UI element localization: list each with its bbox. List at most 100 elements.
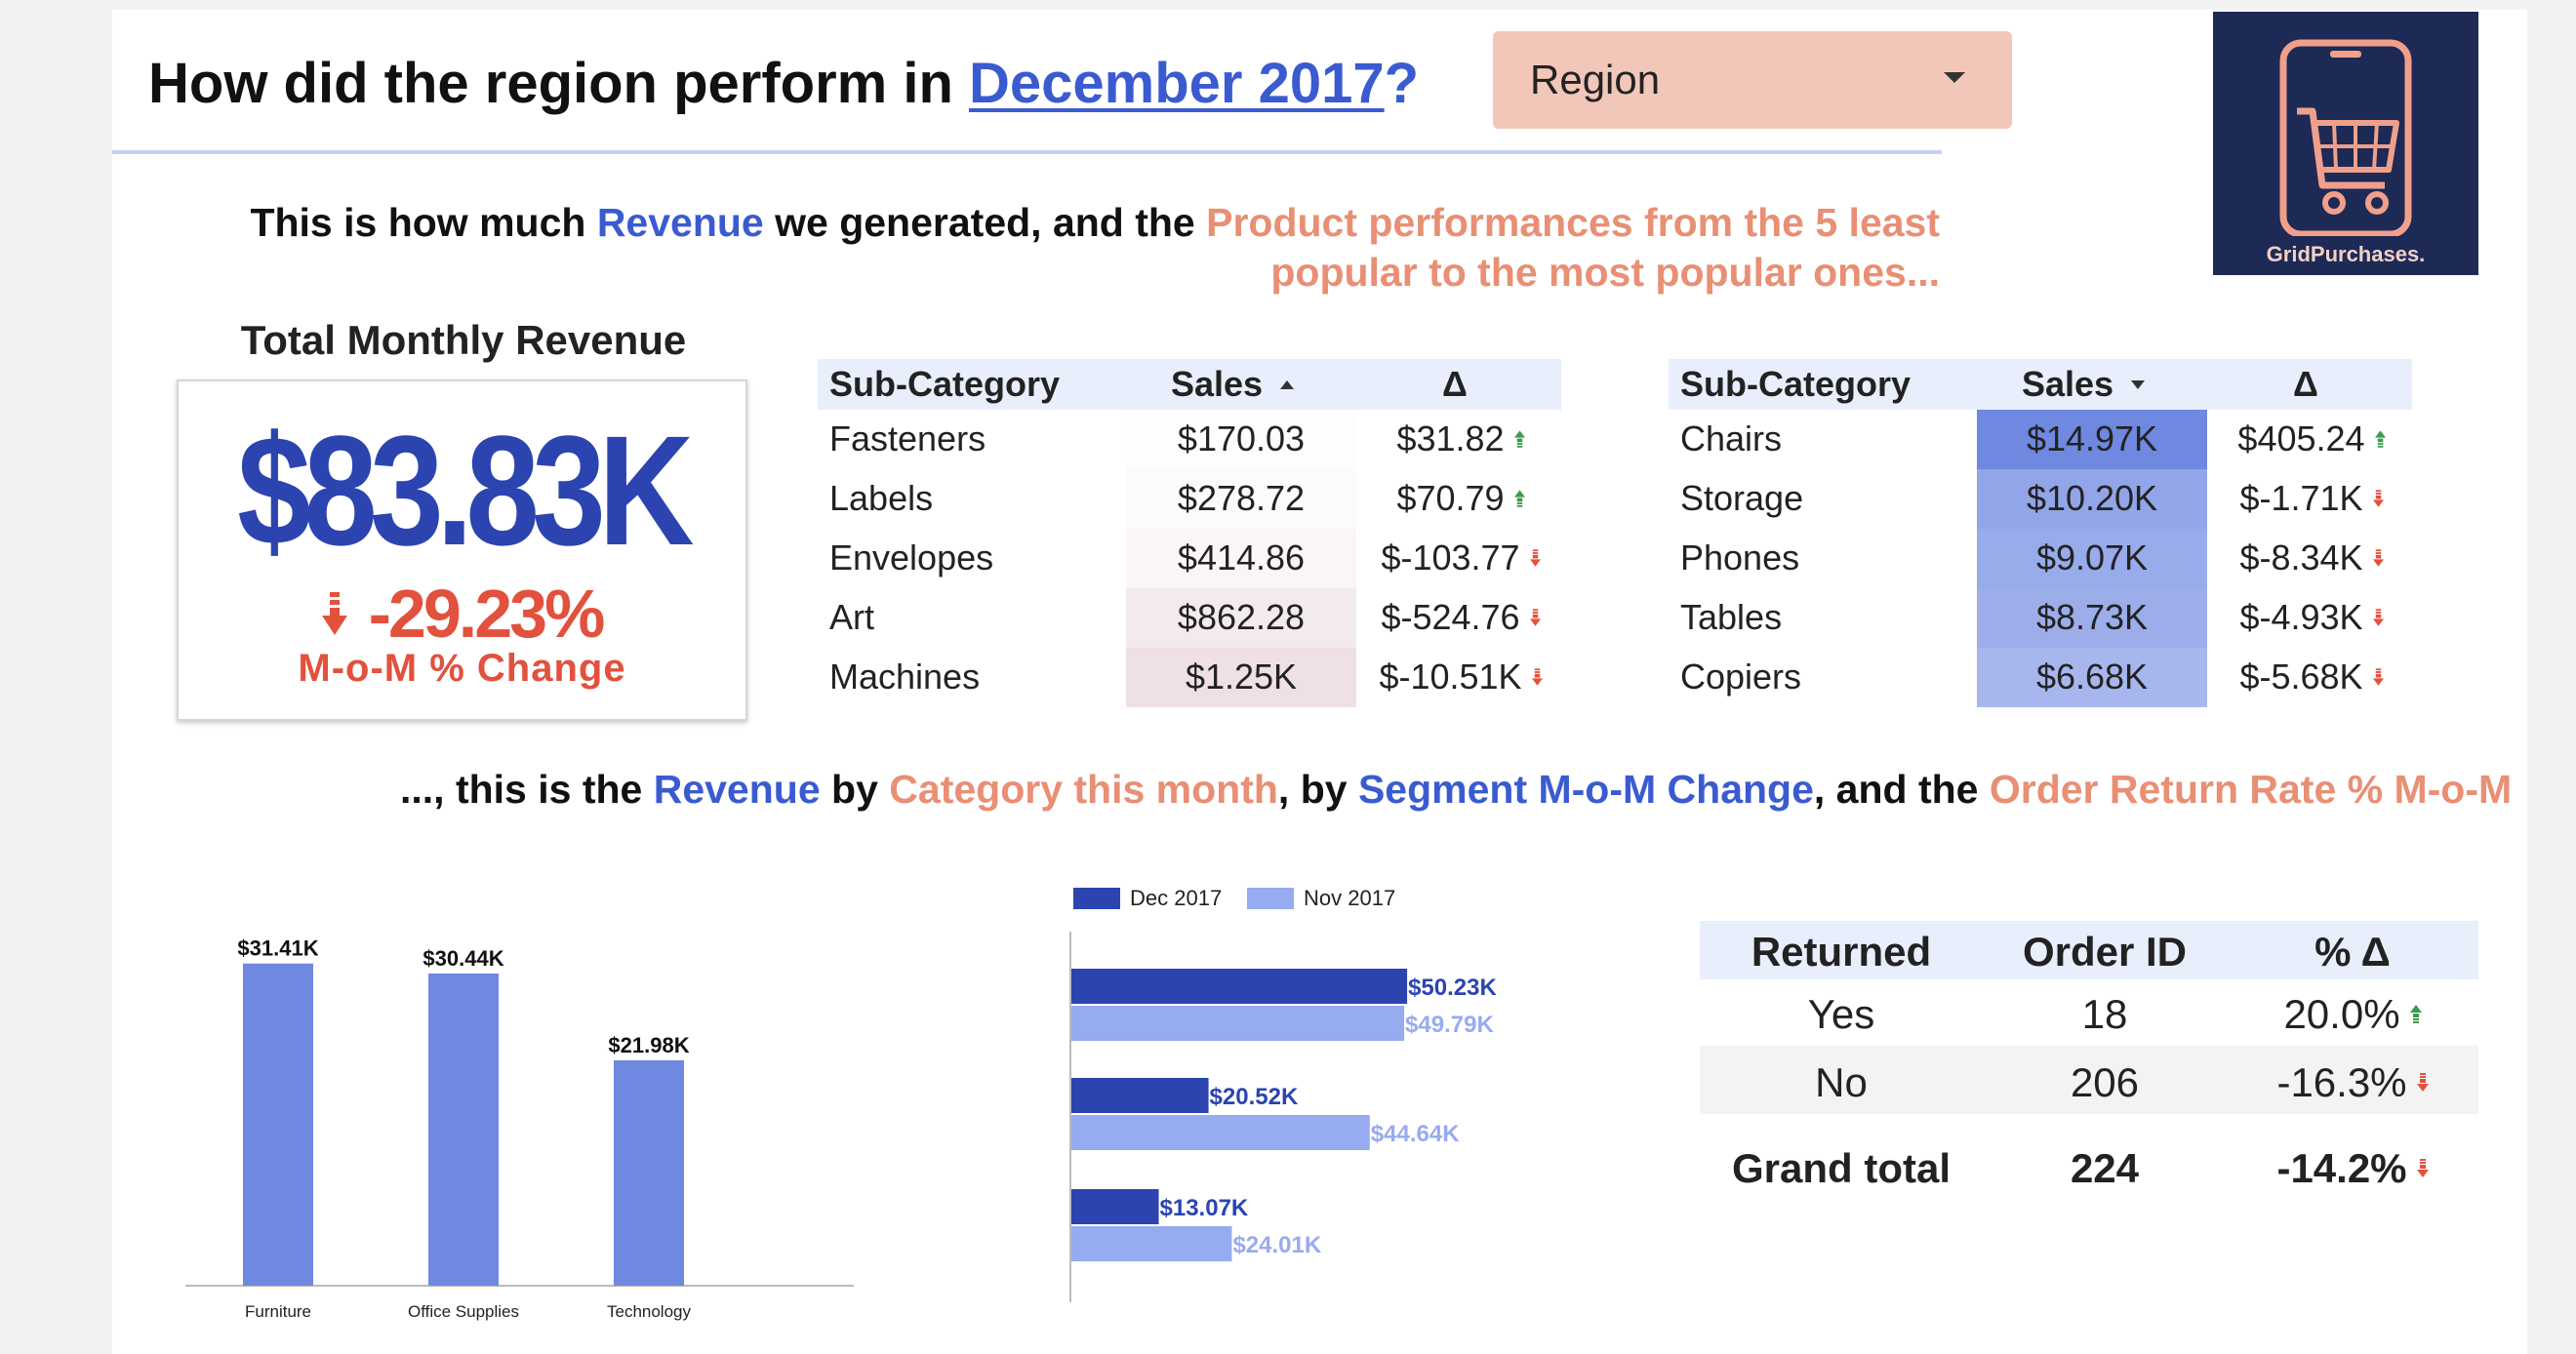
company-logo: GridPurchases.	[2213, 12, 2478, 275]
delta-cell-value: -14.2%	[2276, 1145, 2407, 1191]
order-id-cell-value: 18	[2081, 991, 2128, 1037]
delta-value: $-10.51K	[1379, 657, 1522, 697]
text-part: , and the	[1813, 767, 1990, 812]
data-label: $21.98K	[608, 1033, 689, 1057]
sub-category-cell: Chairs	[1680, 418, 1783, 458]
sales-heat-cell	[1126, 529, 1356, 588]
kpi-title: Total Monthly Revenue	[240, 317, 687, 363]
delta-value: $405.24	[2237, 418, 2365, 458]
data-label: $24.01K	[1232, 1232, 1321, 1258]
kpi-value: $83.83K	[237, 403, 694, 577]
text-part: by	[820, 767, 890, 812]
delta-cell-value: 20.0%	[2283, 991, 2400, 1037]
column-header-sub-category[interactable]: Sub-Category	[829, 359, 1060, 410]
bar-nov-2017	[1071, 1226, 1232, 1261]
grand-total-row[interactable]: Grand total 224 -14.2%	[1700, 1139, 2478, 1198]
order-id-cell: 224	[1983, 1139, 2227, 1198]
column-header-delta[interactable]: % Δ	[2314, 929, 2391, 975]
column-header-returned[interactable]: Returned	[1751, 929, 1932, 975]
text-return-rate: Order Return Rate % M-o-M	[1989, 767, 2513, 812]
text-category: Category this month	[889, 767, 1278, 812]
column-header-order-id[interactable]: Order ID	[2022, 929, 2188, 975]
text-part: ..., this is the	[400, 767, 654, 812]
sort-descending-icon	[2131, 379, 2146, 389]
table-row[interactable]: Machines $1.25K $-10.51K	[818, 648, 1561, 707]
bar-nov-2017	[1071, 1006, 1405, 1041]
header-label: Sub-Category	[829, 364, 1061, 404]
table-row[interactable]: No 206 -16.3%	[1700, 1054, 2478, 1112]
sales-heat-cell	[1977, 648, 2207, 707]
title-date-link[interactable]: December 2017	[969, 52, 1385, 115]
delta-cell: -14.2%	[2227, 1139, 2478, 1198]
order-id-cell-value: 224	[2070, 1145, 2140, 1191]
sales-heat-cell	[1977, 469, 2207, 529]
text-part: , by	[1277, 767, 1358, 812]
sub-category-cell: Machines	[829, 657, 981, 697]
bar-nov-2017	[1071, 1115, 1370, 1150]
table-row[interactable]: Tables $8.73K $-4.93K	[1669, 588, 2412, 648]
x-tick-label: Office Supplies	[408, 1302, 519, 1321]
delta-value: $-8.34K	[2239, 538, 2363, 577]
arrow-up-icon	[2374, 429, 2386, 448]
returned-cell-value: Grand total	[1731, 1145, 1951, 1191]
bar-dec-2017	[1071, 1189, 1159, 1224]
order-id-cell-value: 206	[2070, 1059, 2140, 1105]
delta-value: $-103.77	[1381, 538, 1520, 577]
column-header-sales[interactable]: Sales	[1171, 359, 1295, 410]
x-tick-label: Furniture	[245, 1302, 311, 1321]
arrow-down-icon	[1531, 667, 1543, 686]
table-row[interactable]: Labels $278.72 $70.79	[818, 469, 1561, 529]
sub-category-cell: Envelopes	[829, 538, 994, 577]
delta-cell: $-524.76	[1360, 588, 1561, 647]
column-header-delta[interactable]: Δ	[1442, 359, 1468, 410]
legend-label: Nov 2017	[1304, 886, 1395, 910]
sub-category-cell: Phones	[1680, 538, 1800, 577]
table-row[interactable]: Fasteners $170.03 $31.82	[818, 410, 1561, 469]
table-row[interactable]: Envelopes $414.86 $-103.77	[818, 529, 1561, 588]
data-label: $50.23K	[1408, 975, 1497, 1001]
bar-technology	[614, 1059, 684, 1286]
most-popular-table: Sub-Category Sales Δ Chairs $14.97K $405.2…	[1669, 359, 2412, 712]
region-dropdown-label: Region	[1530, 57, 1661, 102]
arrow-down-icon	[2416, 1073, 2429, 1092]
table-header	[1700, 921, 2478, 979]
sub-category-cell: Fasteners	[829, 418, 986, 458]
sales-cell: $278.72	[1177, 478, 1306, 518]
arrow-down-icon	[2372, 489, 2384, 507]
returned-cell: Grand total	[1700, 1139, 1983, 1198]
delta-cell: $-1.71K	[2211, 469, 2412, 528]
delta-cell: $-103.77	[1360, 529, 1561, 587]
kpi-change: -29.23%	[179, 575, 745, 653]
data-label: $30.44K	[423, 946, 503, 971]
table-row[interactable]: Phones $9.07K $-8.34K	[1669, 529, 2412, 588]
table-row[interactable]: Art $862.28 $-524.76	[818, 588, 1561, 648]
column-header-sales[interactable]: Sales	[2022, 359, 2146, 410]
arrow-down-icon	[2372, 667, 2384, 686]
table-row[interactable]: Chairs $14.97K $405.24	[1669, 410, 2412, 469]
column-header-delta[interactable]: Δ	[2293, 359, 2318, 410]
header-label: Δ	[2293, 364, 2318, 404]
header-label: Sub-Category	[1680, 364, 1912, 404]
intro-revenue: Revenue	[596, 200, 764, 245]
table-header	[1669, 359, 2412, 410]
table-row[interactable]: Storage $10.20K $-1.71K	[1669, 469, 2412, 529]
sub-category-cell: Art	[829, 597, 875, 637]
arrow-up-icon	[2409, 1005, 2422, 1023]
sales-heat-cell	[1126, 469, 1356, 529]
arrow-up-icon	[1513, 489, 1525, 507]
table-row[interactable]: Yes 18 20.0%	[1700, 985, 2478, 1044]
sales-cell: $862.28	[1177, 597, 1306, 637]
sales-cell: $10.20K	[2026, 478, 2158, 518]
bar-furniture	[243, 963, 313, 1286]
delta-cell: $-10.51K	[1360, 648, 1561, 706]
delta-value: $-4.93K	[2239, 597, 2363, 637]
table-row[interactable]: Copiers $6.68K $-5.68K	[1669, 648, 2412, 707]
delta-cell: $405.24	[2211, 410, 2412, 468]
delta-value: $-524.76	[1381, 597, 1520, 637]
delta-value: $70.79	[1396, 478, 1505, 518]
region-dropdown[interactable]: Region	[1493, 31, 2012, 129]
sort-ascending-icon	[1280, 379, 1295, 389]
returned-cell-value: No	[1815, 1059, 1868, 1105]
kpi-change-label: M-o-M % Change	[298, 647, 626, 690]
column-header-sub-category[interactable]: Sub-Category	[1680, 359, 1911, 410]
